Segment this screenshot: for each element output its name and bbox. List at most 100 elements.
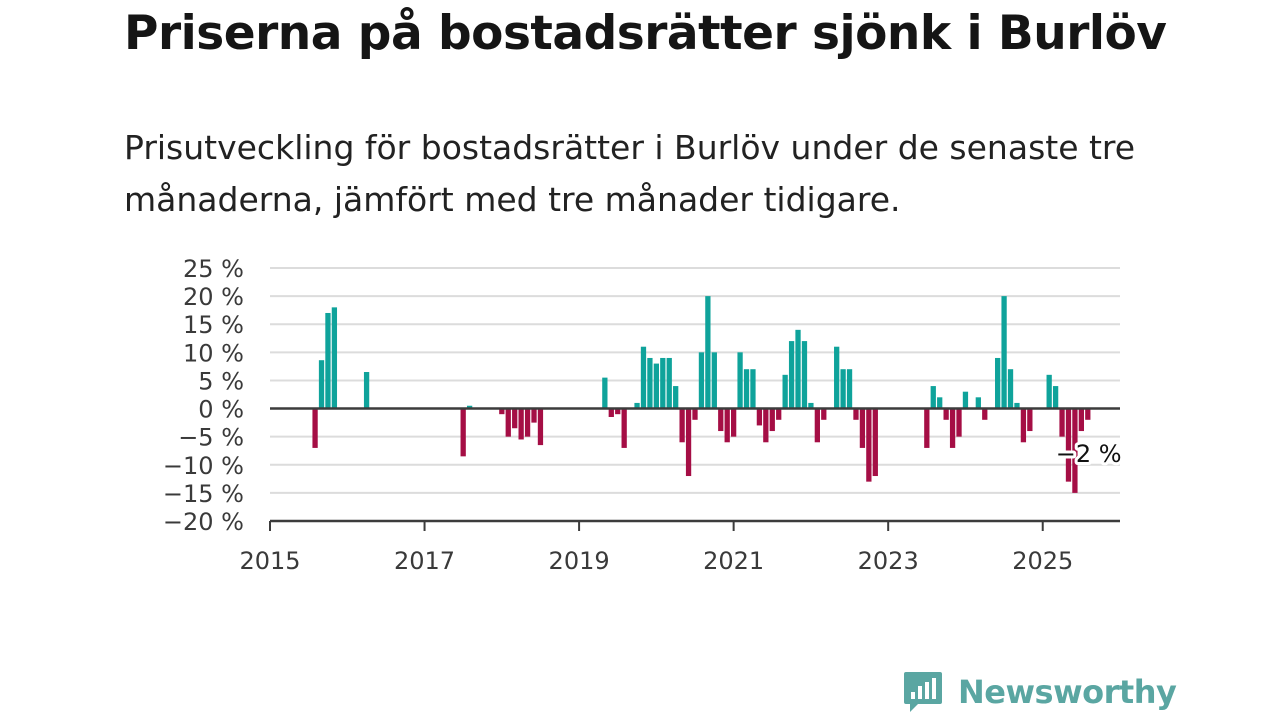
bar-negative — [1020, 408, 1027, 443]
brand-name: Newsworthy — [958, 673, 1177, 711]
bar-positive — [666, 357, 672, 409]
y-tick-label: −5 % — [178, 424, 244, 452]
bar-negative — [1085, 408, 1091, 420]
bar-negative — [821, 408, 827, 420]
bar-negative — [1027, 408, 1033, 432]
bar-positive — [647, 357, 653, 409]
bar-positive — [937, 397, 943, 409]
x-tick-label: 2021 — [703, 547, 764, 575]
bar-positive — [711, 352, 717, 409]
bar-positive — [801, 341, 808, 409]
bar-positive — [840, 369, 846, 409]
bar-positive — [660, 357, 666, 409]
bar-negative — [853, 408, 859, 420]
x-tick-label: 2019 — [549, 547, 610, 575]
newsworthy-logo: Newsworthy — [902, 670, 1177, 714]
bar-negative — [537, 408, 544, 446]
bar-positive — [1052, 386, 1059, 409]
bar-negative — [872, 408, 878, 477]
bar-positive — [705, 296, 711, 409]
bar-negative — [608, 408, 614, 417]
bar-negative — [731, 408, 737, 437]
bar-positive — [930, 386, 936, 409]
bar-negative — [949, 408, 956, 448]
bar-negative — [859, 408, 866, 448]
bar-negative — [460, 408, 466, 457]
bar-positive — [795, 329, 801, 409]
bar-negative — [943, 408, 949, 420]
bar-negative — [769, 408, 775, 432]
bar-positive — [995, 357, 1001, 409]
bar-positive — [325, 312, 331, 409]
bar-negative — [982, 408, 988, 420]
bar-positive — [737, 352, 743, 409]
y-tick-label: 15 % — [183, 311, 244, 339]
bar-negative — [679, 408, 685, 443]
bar-positive — [602, 377, 608, 409]
bar-positive — [782, 374, 788, 409]
y-tick-label: 10 % — [183, 339, 244, 367]
bar-positive — [673, 386, 679, 409]
bar-negative — [518, 408, 524, 440]
bar-negative — [512, 408, 518, 429]
bar-positive — [331, 307, 338, 409]
bar-negative — [866, 408, 872, 482]
bar-negative — [531, 408, 537, 423]
bar-negative — [763, 408, 769, 443]
bar-positive — [318, 360, 325, 409]
bar-positive — [808, 402, 814, 409]
bar-negative — [814, 408, 820, 443]
bar-positive — [750, 369, 756, 409]
x-tick-label: 2025 — [1012, 547, 1073, 575]
y-tick-label: −15 % — [163, 480, 244, 508]
bar-positive — [1001, 296, 1007, 409]
y-tick-label: −10 % — [163, 452, 244, 480]
bar-negative — [1072, 408, 1078, 493]
x-tick-label: 2023 — [858, 547, 919, 575]
bar-negative — [621, 408, 627, 448]
bar-positive — [788, 341, 795, 409]
bar-positive — [653, 363, 659, 409]
bar-positive — [1014, 402, 1020, 409]
bar-negative — [1065, 408, 1072, 482]
bar-positive — [1046, 374, 1052, 409]
bar-negative — [724, 408, 730, 443]
bar-positive — [975, 397, 981, 409]
newsworthy-logo-icon — [904, 672, 942, 712]
bar-negative — [956, 408, 962, 437]
bar-positive — [698, 352, 705, 409]
y-tick-label: 0 % — [198, 396, 244, 424]
chart-title: Priserna på bostadsrätter sjönk i Burlöv — [124, 6, 1167, 61]
bar-positive — [634, 402, 640, 409]
bar-negative — [685, 408, 692, 477]
x-tick-label: 2017 — [394, 547, 455, 575]
y-tick-label: 25 % — [183, 255, 244, 283]
bar-positive — [962, 391, 969, 409]
chart-subtitle: Prisutveckling för bostadsrätter i Burlö… — [124, 128, 1136, 219]
bar-negative — [1059, 408, 1065, 437]
bar-negative — [692, 408, 698, 420]
y-tick-label: 20 % — [183, 283, 244, 311]
bar-negative — [312, 408, 318, 448]
bar-positive — [1007, 369, 1014, 409]
x-tick-label: 2015 — [239, 547, 300, 575]
bar-negative — [924, 408, 930, 448]
bar-positive — [640, 346, 647, 409]
bar-positive — [743, 369, 750, 409]
bar-negative — [615, 408, 621, 415]
latest-value-label: −2 % — [1056, 440, 1122, 468]
y-tick-label: 5 % — [198, 367, 244, 395]
bar-positive — [834, 346, 840, 409]
y-tick-label: −20 % — [163, 508, 244, 536]
bar-negative — [505, 408, 511, 437]
bar-positive — [466, 405, 473, 409]
bar-negative — [1078, 408, 1084, 432]
bar-negative — [499, 408, 505, 415]
bar-negative — [718, 408, 724, 432]
bar-negative — [524, 408, 531, 437]
bar-positive — [846, 369, 853, 409]
bar-negative — [776, 408, 782, 420]
bar-positive — [363, 372, 370, 409]
bar-negative — [756, 408, 763, 426]
